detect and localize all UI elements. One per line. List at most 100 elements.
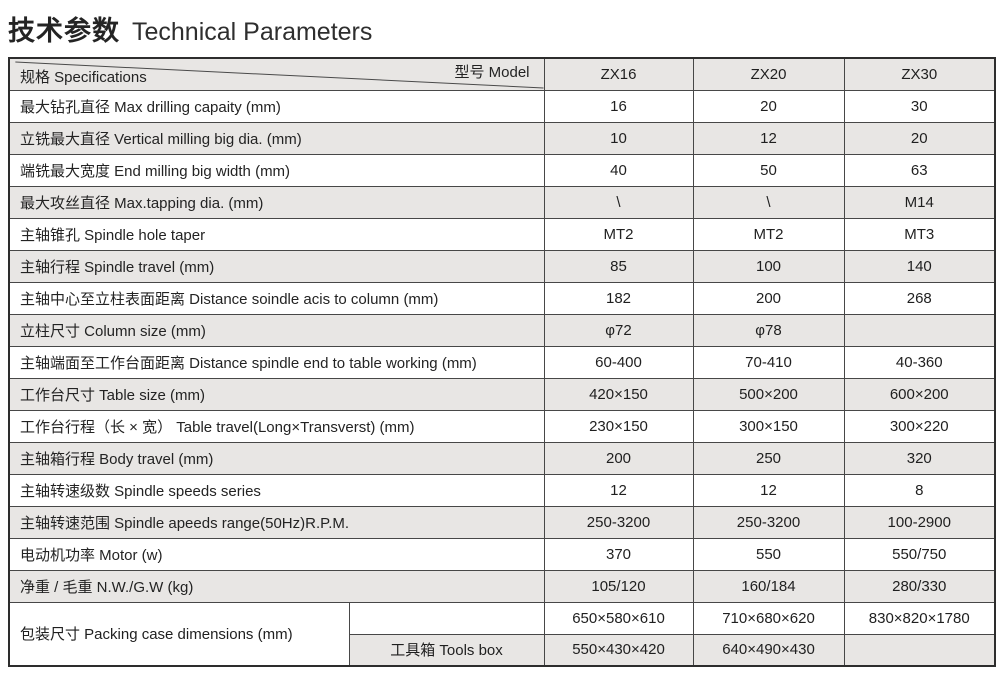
model-column-zx16: ZX16 [543,57,694,91]
packing-row-2: 工具箱 Tools box 550×430×420 640×490×430 [9,633,996,667]
row-label: 电动机功率 Motor (w) [8,537,545,571]
row-value: 140 [843,249,996,283]
table-row: 电动机功率 Motor (w) 370 550 550/750 [8,537,996,571]
row-label: 主轴中心至立柱表面距离 Distance soindle acis to col… [8,281,545,315]
row-value: 60-400 [543,345,694,379]
row-value: 370 [543,537,694,571]
row-value: M14 [843,185,996,219]
row-value: 100-2900 [843,505,996,539]
table-row: 主轴箱行程 Body travel (mm) 200 250 320 [8,441,996,475]
technical-parameters-table: 规格 Specifications 型号 Model ZX16 ZX20 ZX3… [8,57,996,667]
row-value: 250 [692,441,845,475]
row-value: 160/184 [692,569,845,603]
row-label: 净重 / 毛重 N.W./G.W (kg) [8,569,545,603]
table-row: 主轴锥孔 Spindle hole taper MT2 MT2 MT3 [8,217,996,251]
row-value: \ [692,185,845,219]
row-label: 最大钻孔直径 Max drilling capaity (mm) [8,89,545,123]
row-value: 250-3200 [543,505,694,539]
row-value: 16 [543,89,694,123]
row-value: 640×490×430 [692,633,845,667]
page-title-zh: 技术参数 [8,16,120,46]
diagonal-divider [10,59,544,90]
table-row: 主轴转速范围 Spindle apeeds range(50Hz)R.P.M. … [8,505,996,539]
row-value: 105/120 [543,569,694,603]
model-header-label: 型号 Model [454,64,530,81]
row-value: MT2 [692,217,845,251]
row-value: 830×820×1780 [843,601,996,635]
row-value: 63 [843,153,996,187]
page-title-en: Technical Parameters [132,18,373,46]
row-label: 主轴箱行程 Body travel (mm) [8,441,545,475]
row-value: 70-410 [692,345,845,379]
model-column-zx30: ZX30 [843,57,996,91]
packing-label: 包装尺寸 Packing case dimensions (mm) [8,601,350,667]
row-value: 10 [543,121,694,155]
table-row: 主轴中心至立柱表面距离 Distance soindle acis to col… [8,281,996,315]
table-row: 立柱尺寸 Column size (mm) φ72 φ78 [8,313,996,347]
row-value: 550 [692,537,845,571]
row-label: 主轴端面至工作台面距离 Distance spindle end to tabl… [8,345,545,379]
row-value: 12 [692,121,845,155]
row-value: 268 [843,281,996,315]
row-value: 85 [543,249,694,283]
row-value: 20 [843,121,996,155]
table-row: 工作台行程（长 × 宽） Table travel(Long×Transvers… [8,409,996,443]
row-value: 550×430×420 [543,633,694,667]
table-row: 净重 / 毛重 N.W./G.W (kg) 105/120 160/184 28… [8,569,996,603]
row-value: 500×200 [692,377,845,411]
table-row: 主轴行程 Spindle travel (mm) 85 100 140 [8,249,996,283]
row-value: 40-360 [843,345,996,379]
row-value: \ [543,185,694,219]
row-value: 280/330 [843,569,996,603]
row-value: 250-3200 [692,505,845,539]
row-value: 550/750 [843,537,996,571]
row-label: 主轴转速级数 Spindle speeds series [8,473,545,507]
row-label: 主轴锥孔 Spindle hole taper [8,217,545,251]
row-label: 最大攻丝直径 Max.tapping dia. (mm) [8,185,545,219]
row-label: 立铣最大直径 Vertical milling big dia. (mm) [8,121,545,155]
row-value: 300×150 [692,409,845,443]
row-value: 182 [543,281,694,315]
table-row: 主轴端面至工作台面距离 Distance spindle end to tabl… [8,345,996,379]
row-value: 20 [692,89,845,123]
spec-model-header-cell: 规格 Specifications 型号 Model [8,57,545,91]
page-title: 技术参数 Technical Parameters [8,9,1000,48]
row-value: 8 [843,473,996,507]
row-value [843,313,996,347]
row-value: φ78 [692,313,845,347]
table-row: 工作台尺寸 Table size (mm) 420×150 500×200 60… [8,377,996,411]
row-value: 230×150 [543,409,694,443]
row-value: 600×200 [843,377,996,411]
table-row: 最大攻丝直径 Max.tapping dia. (mm) \ \ M14 [8,185,996,219]
table-row: 端铣最大宽度 End milling big width (mm) 40 50 … [8,153,996,187]
row-value: MT3 [843,217,996,251]
row-value: 12 [543,473,694,507]
header-row: 规格 Specifications 型号 Model ZX16 ZX20 ZX3… [8,57,996,91]
row-value: 12 [692,473,845,507]
row-value: 100 [692,249,845,283]
table-row: 最大钻孔直径 Max drilling capaity (mm) 16 20 3… [8,89,996,123]
row-label: 主轴转速范围 Spindle apeeds range(50Hz)R.P.M. [8,505,545,539]
row-value: 50 [692,153,845,187]
row-value: 300×220 [843,409,996,443]
packing-row-1: 包装尺寸 Packing case dimensions (mm) 650×58… [8,601,996,667]
row-value: 320 [843,441,996,475]
row-value: φ72 [543,313,694,347]
tools-box-label: 工具箱 Tools box [348,633,545,667]
row-value [843,633,996,667]
row-value: 650×580×610 [543,601,694,635]
table-row: 主轴转速级数 Spindle speeds series 12 12 8 [8,473,996,507]
row-value: 200 [692,281,845,315]
row-label: 立柱尺寸 Column size (mm) [8,313,545,347]
row-value: 30 [843,89,996,123]
table-row: 立铣最大直径 Vertical milling big dia. (mm) 10… [8,121,996,155]
row-value: 40 [543,153,694,187]
row-value: 710×680×620 [692,601,845,635]
spec-header-label: 规格 Specifications [20,68,147,86]
row-label: 工作台行程（长 × 宽） Table travel(Long×Transvers… [8,409,545,443]
row-value: 200 [543,441,694,475]
packing-sub-empty [348,601,545,635]
row-label: 主轴行程 Spindle travel (mm) [8,249,545,283]
row-label: 端铣最大宽度 End milling big width (mm) [8,153,545,187]
row-value: MT2 [543,217,694,251]
